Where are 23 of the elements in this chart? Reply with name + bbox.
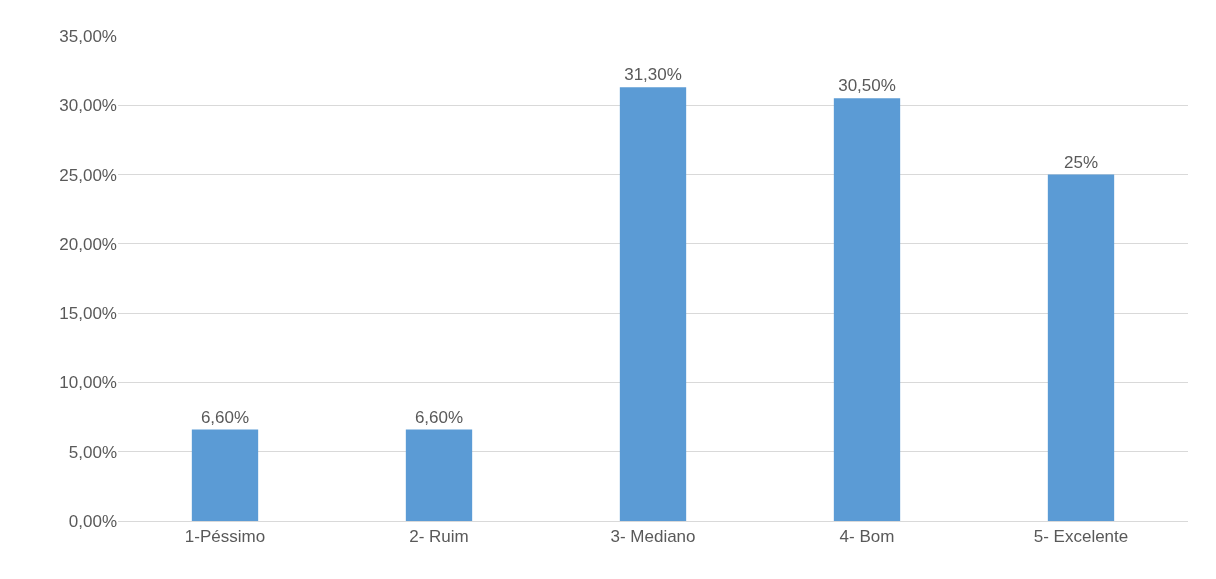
y-tick-label: 25,00%: [59, 165, 117, 185]
y-tick-label: 30,00%: [59, 96, 117, 116]
data-label: 31,30%: [624, 65, 682, 85]
y-tick-label: 35,00%: [59, 26, 117, 46]
data-label: 6,60%: [200, 407, 250, 427]
bar: [405, 429, 473, 521]
bar: [833, 98, 901, 521]
y-tick-label: 0,00%: [68, 511, 117, 531]
bar: [191, 429, 259, 521]
bar: [1047, 174, 1115, 521]
data-label: 25%: [1063, 152, 1099, 172]
bar: [619, 87, 687, 521]
y-tick-label: 10,00%: [59, 373, 117, 393]
data-label: 6,60%: [414, 407, 464, 427]
y-tick-label: 5,00%: [68, 442, 117, 462]
x-tick-label: 2- Ruim: [409, 527, 469, 547]
x-tick-label: 4- Bom: [839, 527, 895, 547]
data-label: 30,50%: [838, 76, 896, 96]
x-tick-label: 5- Excelente: [1033, 527, 1129, 547]
y-tick-label: 15,00%: [59, 304, 117, 324]
y-tick-label: 20,00%: [59, 234, 117, 254]
x-tick-label: 1-Péssimo: [184, 527, 266, 547]
x-tick-label: 3- Mediano: [610, 527, 696, 547]
